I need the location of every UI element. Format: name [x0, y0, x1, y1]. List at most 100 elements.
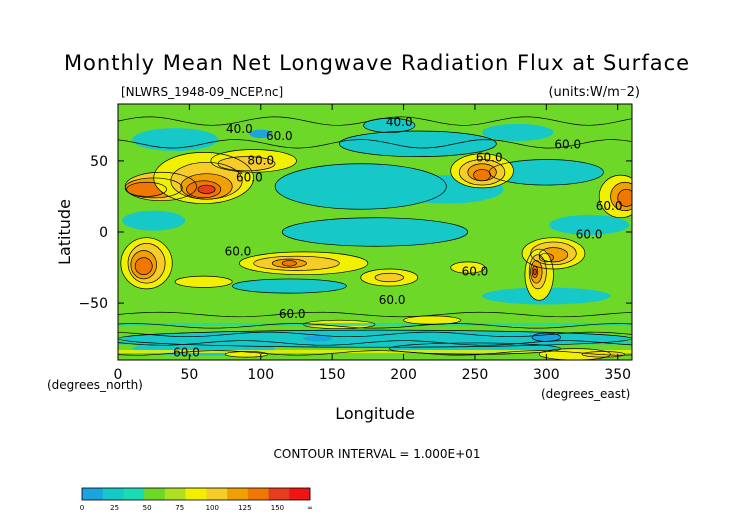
x-tick-labels: 0 50 100 150 200 250 300 350 — [114, 367, 632, 383]
contour-line-55 — [450, 261, 486, 274]
contour-label: 60.0 — [266, 129, 293, 143]
contour-line-29 — [458, 159, 506, 186]
contour-line-4 — [281, 217, 469, 247]
contour-line-49 — [524, 248, 554, 301]
contour-line-6 — [338, 130, 497, 157]
y-tick-label: 0 — [99, 225, 108, 241]
field-region-54 — [175, 276, 233, 288]
contour-line-8 — [363, 117, 416, 133]
contour-line-43 — [360, 268, 419, 287]
field-region-9 — [482, 123, 554, 141]
contour-label: 60.0 — [379, 293, 406, 307]
colorbar-swatch — [164, 488, 186, 500]
contour-label: 40.0 — [386, 115, 413, 129]
file-label: [NLWRS_1948-09_NCEP.nc] — [121, 85, 283, 99]
colorbar-tick-label: 50 — [143, 504, 152, 512]
field-region-5 — [549, 214, 630, 235]
colorbar-tick-label: 0 — [80, 504, 84, 512]
field-region-17 — [303, 335, 333, 342]
colorbar-swatch — [102, 488, 124, 500]
contour-label: 60.0 — [576, 227, 603, 241]
field-region-2 — [489, 159, 604, 186]
field-region-42 — [282, 260, 297, 267]
colorbar-tick-label: 75 — [175, 504, 184, 512]
contour-labels: 40.0 60.0 40.0 60.0 80.0 60.0 60.0 60.0 60.0 60.0… — [173, 115, 622, 359]
colorbar-swatch — [206, 488, 228, 500]
contour-line-26 — [210, 149, 297, 173]
field-region-4 — [282, 217, 468, 247]
contour-label: 40.0 — [226, 122, 253, 136]
field-region-27 — [217, 156, 276, 171]
x-tick-label: 350 — [604, 367, 631, 383]
contour-line-25 — [197, 184, 216, 194]
contour-lines — [118, 116, 632, 360]
x-unit-label: (degrees_east) — [541, 387, 630, 401]
contour-southern-3 — [118, 340, 632, 346]
field-region-10 — [232, 278, 347, 294]
contour-label: 60.0 — [462, 264, 489, 278]
contour-label: 60.0 — [236, 170, 263, 184]
y-tick-label: 50 — [90, 154, 108, 170]
contour-line-24 — [186, 180, 222, 199]
contour-line-10 — [231, 278, 347, 294]
contour-northern-1 — [118, 139, 632, 149]
contour-line-53 — [533, 268, 537, 276]
y-axis-label: Latitude — [55, 199, 74, 265]
colorbar-swatch — [247, 488, 269, 500]
x-tick-label: 250 — [462, 367, 489, 383]
contour-line-48 — [538, 252, 554, 263]
contour-southern-4 — [118, 350, 632, 356]
contour-line-54 — [174, 275, 233, 288]
contour-label: 60.0 — [476, 151, 503, 165]
colorbar-swatch — [227, 488, 249, 500]
contour-line-51 — [530, 260, 543, 284]
contour-line-59 — [581, 351, 626, 358]
colorbar-tick-label: 125 — [238, 504, 251, 512]
contour-line-21 — [153, 152, 254, 204]
field-band-1 — [118, 341, 632, 345]
y-unit-label: (degrees_north) — [47, 378, 143, 392]
contour-line-60 — [224, 351, 269, 358]
colorbar-tick-label: ∞ — [307, 504, 313, 512]
contour-line-31 — [473, 169, 491, 182]
x-tick-label: 300 — [533, 367, 560, 383]
contour-line-33 — [610, 181, 632, 212]
contour-line-27 — [217, 156, 276, 172]
field-region-8 — [363, 118, 415, 133]
y-tick-labels: 50 0 −50 — [78, 154, 108, 312]
contour-line-38 — [134, 257, 153, 276]
contour-line-23 — [180, 173, 233, 200]
contour-line-44 — [374, 272, 404, 283]
contour-line-32 — [598, 174, 632, 219]
field-region-6 — [339, 131, 497, 157]
contour-line-56 — [303, 319, 376, 330]
contour-southern-1 — [118, 323, 632, 329]
colorbar-tick-label: 25 — [110, 504, 119, 512]
contour-line-36 — [127, 243, 166, 284]
y-tick-label: −50 — [78, 296, 108, 312]
contour-label: 60.0 — [225, 244, 252, 258]
contour-label: 60.0 — [279, 307, 306, 321]
contour-line-50 — [528, 254, 547, 290]
contour-label: 60.0 — [596, 199, 623, 213]
contour-southern-0 — [118, 311, 632, 318]
contour-line-39 — [239, 251, 369, 276]
colorbar-tick-label: 150 — [271, 504, 284, 512]
contour-line-20 — [126, 181, 167, 197]
field-region-53 — [533, 268, 537, 275]
field-region-25 — [197, 185, 216, 194]
colorbar-swatch — [144, 488, 166, 500]
contour-line-0 — [274, 163, 447, 210]
contour-label: 60.0 — [173, 345, 200, 359]
field-region-55 — [450, 261, 485, 274]
axis-ticks — [117, 104, 632, 360]
colorbar-labels: 0 25 50 75 100 125 150 ∞ — [80, 504, 313, 512]
contour-line-41 — [271, 258, 307, 268]
field-band-2 — [118, 349, 632, 353]
x-tick-label: 0 — [114, 367, 123, 383]
x-tick-label: 100 — [247, 367, 274, 383]
colorbar-frame — [81, 487, 311, 501]
contour-line-12 — [118, 329, 632, 348]
contour-line-34 — [617, 188, 632, 207]
contour-northern-0 — [118, 116, 632, 126]
